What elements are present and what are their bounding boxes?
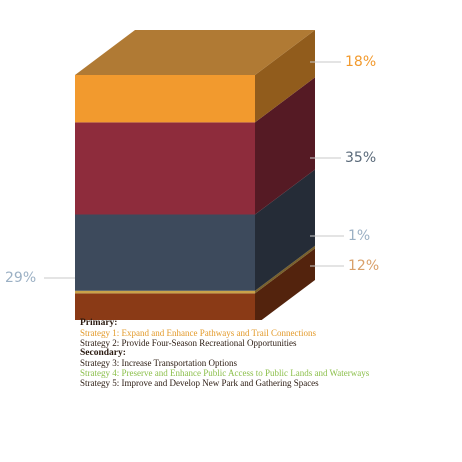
bar-segment-side-3 — [255, 169, 315, 291]
data-label-4: 35% — [345, 150, 376, 166]
chart-segments — [75, 30, 315, 320]
bar-top-face — [75, 30, 315, 75]
legend-item-strategy-2: Strategy 2: Provide Four-Season Recreati… — [80, 338, 297, 348]
bar-segment-side-2 — [255, 245, 315, 294]
bar-segment-front-4 — [75, 122, 255, 215]
bar-segment-front-3 — [75, 214, 255, 291]
legend-primary-heading: Primary: — [80, 318, 118, 328]
legend-item-strategy-1: Strategy 1: Expand and Enhance Pathways … — [80, 328, 316, 338]
data-label-2: 1% — [348, 228, 370, 244]
bar-segment-front-5 — [75, 75, 255, 123]
data-label-5: 18% — [345, 54, 376, 70]
bar-segment-front-2 — [75, 290, 255, 294]
data-label-1: 12% — [348, 258, 379, 274]
legend: Primary: Strategy 1: Expand and Enhance … — [80, 318, 460, 388]
bar-segment-side-5 — [255, 30, 315, 123]
bar-segment-side-1 — [255, 248, 315, 320]
legend-item-strategy-5: Strategy 5: Improve and Develop New Park… — [80, 378, 319, 388]
chart-labels: 12% 1% 29% 35% 18% — [5, 54, 379, 286]
legend-item-strategy-3: Strategy 3: Increase Transportation Opti… — [80, 358, 237, 368]
legend-secondary-heading: Secondary: — [80, 348, 126, 358]
bar-segment-side-4 — [255, 77, 315, 215]
stacked-bar-chart: 12% 1% 29% 35% 18% — [5, 30, 379, 320]
legend-item-strategy-4: Strategy 4: Preserve and Enhance Public … — [80, 368, 370, 378]
data-label-3: 29% — [5, 270, 36, 286]
bar-segment-front-1 — [75, 293, 255, 320]
